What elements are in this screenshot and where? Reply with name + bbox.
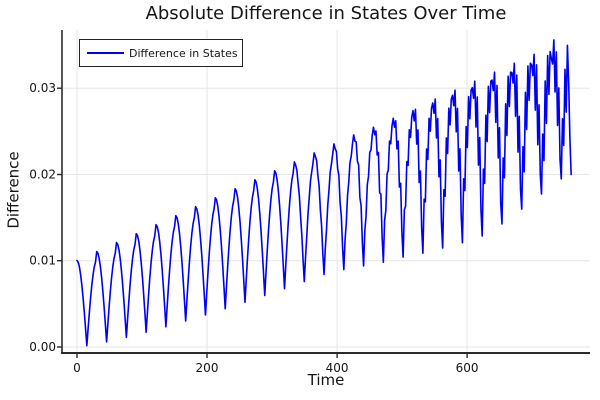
legend: Difference in States bbox=[79, 39, 243, 67]
x-tick-label: 0 bbox=[73, 361, 81, 375]
legend-label: Difference in States bbox=[129, 46, 238, 60]
y-tick-label: 0.00 bbox=[29, 340, 56, 354]
legend-line-sample bbox=[87, 52, 124, 54]
x-tick-label: 600 bbox=[456, 361, 479, 375]
series-line bbox=[76, 39, 572, 347]
chart-title: Absolute Difference in States Over Time bbox=[145, 3, 507, 24]
x-axis-label: Time bbox=[307, 371, 345, 389]
y-tick-label: 0.02 bbox=[29, 168, 56, 182]
x-tick-label: 200 bbox=[196, 361, 219, 375]
x-tick-label: 400 bbox=[326, 361, 349, 375]
y-axis-label: Difference bbox=[4, 151, 23, 229]
y-tick-label: 0.03 bbox=[29, 81, 56, 95]
y-tick-label: 0.01 bbox=[29, 254, 56, 268]
